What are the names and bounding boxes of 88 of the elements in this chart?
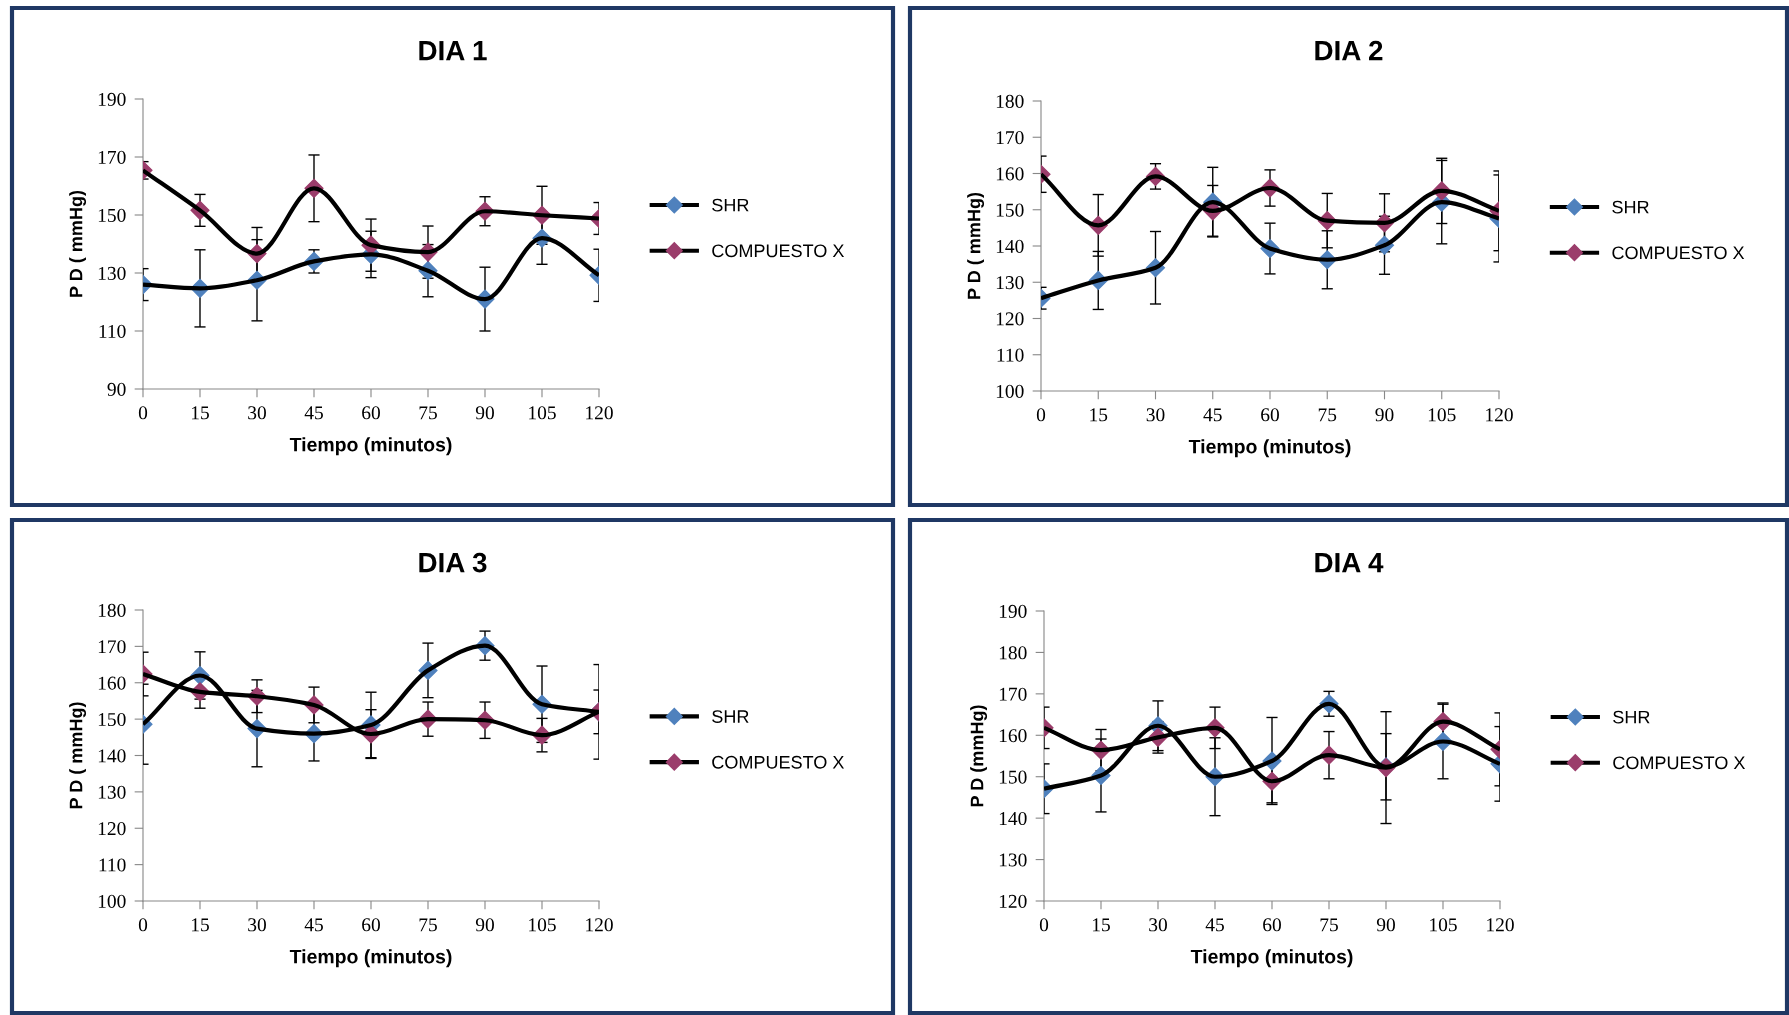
legend-label: SHR [712,198,749,212]
y-axis-title: P D (mmHg) [970,705,988,807]
x-tick-label: 105 [529,406,556,420]
x-tick-label: 60 [362,918,380,932]
x-tick-label: 60 [1263,918,1281,932]
x-tick-label: 75 [419,406,437,420]
y-tick-label: 170 [98,640,126,654]
x-tick-label: 120 [1487,918,1514,932]
x-axis-title: Tiempo (minutos) [289,949,452,968]
legend-label: COMPUESTO X [712,755,845,769]
y-tick-label: 140 [98,749,126,763]
x-tick-label: 45 [1203,408,1222,422]
y-tick-label: 150 [996,203,1024,217]
y-tick-label: 180 [999,646,1027,660]
y-tick-label: 100 [996,384,1024,398]
y-tick-label: 110 [99,324,126,338]
y-tick-label: 170 [98,150,126,164]
y-tick-label: 130 [98,266,126,280]
x-tick-label: 30 [248,406,266,420]
y-tick-label: 130 [996,276,1024,290]
y-tick-label: 130 [999,853,1027,867]
x-tick-label: 0 [1039,918,1049,932]
legend-label: COMPUESTO X [1613,756,1746,770]
y-axis-title: P D ( mmHg) [69,702,87,809]
x-tick-label: 45 [304,406,323,420]
x-tick-label: 15 [1092,918,1110,932]
y-tick-label: 150 [98,712,126,727]
x-tick-label: 75 [1320,918,1338,932]
y-tick-label: 120 [999,894,1027,908]
y-tick-label: 170 [996,131,1024,145]
y-tick-label: 160 [98,676,126,690]
chart-title: DIA 3 [419,552,487,573]
x-tick-label: 60 [1261,408,1279,422]
y-tick-label: 110 [997,348,1024,362]
x-tick-label: 45 [1205,918,1224,932]
y-tick-label: 160 [999,729,1027,743]
x-tick-label: 15 [191,918,209,932]
x-tick-label: 90 [1375,408,1394,422]
y-tick-label: 130 [98,785,126,799]
y-axis-title: P D ( mmHg) [967,192,985,299]
x-tick-label: 45 [304,918,323,932]
x-tick-label: 0 [1036,408,1046,422]
y-tick-label: 100 [98,894,126,908]
y-tick-label: 170 [999,687,1027,701]
x-tick-label: 105 [1430,918,1457,932]
x-axis-title: Tiempo (minutos) [1190,949,1353,968]
y-tick-label: 140 [999,811,1027,826]
x-tick-label: 0 [138,406,148,420]
legend-label: COMPUESTO X [712,244,845,258]
x-tick-label: 60 [362,406,380,420]
y-tick-label: 190 [98,92,126,106]
x-tick-label: 30 [1149,918,1167,932]
y-tick-label: 120 [996,312,1024,326]
x-axis-title: Tiempo (minutos) [289,437,452,456]
x-tick-label: 30 [248,918,266,932]
x-tick-label: 90 [475,406,494,420]
y-tick-label: 110 [99,858,126,872]
x-tick-label: 30 [1146,408,1165,422]
x-axis-title: Tiempo (minutos) [1188,439,1351,458]
legend-label: SHR [1613,710,1650,724]
x-tick-label: 120 [586,406,613,420]
legend-label: SHR [712,710,749,723]
y-tick-label: 160 [996,167,1024,181]
y-tick-label: 180 [98,603,126,617]
chart-title: DIA 2 [1315,40,1383,61]
legend-label: SHR [1612,200,1649,214]
y-tick-label: 90 [107,382,126,396]
x-tick-label: 0 [138,918,148,932]
y-axis-title: P D ( mmHg) [69,190,87,297]
x-tick-label: 120 [586,918,613,932]
y-tick-label: 150 [98,208,126,222]
x-tick-label: 105 [529,918,556,932]
legend-label: COMPUESTO X [1612,246,1745,260]
x-tick-label: 75 [419,918,437,932]
x-tick-label: 90 [475,918,494,932]
y-tick-label: 120 [98,822,126,836]
chart-title: DIA 4 [1315,553,1384,573]
y-tick-label: 190 [999,604,1027,618]
x-tick-label: 15 [191,406,209,420]
x-tick-label: 75 [1318,408,1337,422]
x-tick-label: 15 [1090,408,1108,422]
x-tick-label: 120 [1486,408,1513,422]
chart-title: DIA 1 [419,41,487,61]
y-tick-label: 140 [996,239,1024,253]
y-tick-label: 180 [996,94,1024,108]
x-tick-label: 90 [1376,918,1395,932]
x-tick-label: 105 [1428,408,1456,422]
y-tick-label: 150 [999,770,1027,784]
